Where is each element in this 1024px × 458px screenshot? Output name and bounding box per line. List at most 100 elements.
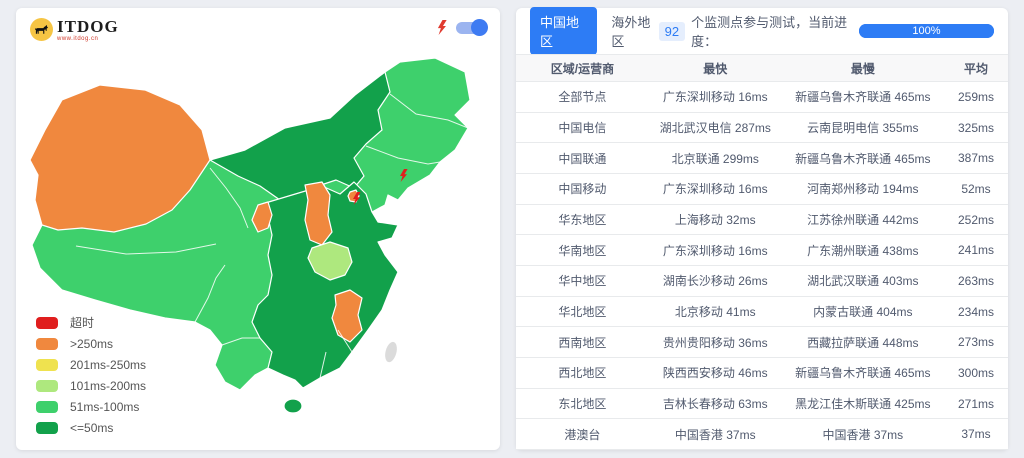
- map-region-east-block[interactable]: [251, 181, 399, 389]
- table-row: 港澳台 中国香港 37ms 中国香港 37ms 37ms: [516, 419, 1008, 451]
- results-panel: 中国地区 海外地区 92 个监测点参与测试，当前进度： 100% 区域/运营商 …: [516, 7, 1008, 451]
- cell-average: 273ms: [957, 335, 994, 350]
- table-body: 全部节点 广东深圳移动 16ms 新疆乌鲁木齐联通 465ms 259ms 中国…: [516, 82, 1008, 451]
- map-region-shanxi[interactable]: [304, 181, 333, 246]
- cell-average: 263ms: [957, 273, 994, 288]
- legend-label: 51ms-100ms: [70, 399, 140, 414]
- map-region-taiwan[interactable]: [382, 340, 399, 364]
- cell-region: 华南地区: [558, 243, 607, 258]
- brand-name: ITDOG: [57, 17, 119, 36]
- cell-slowest: 西藏拉萨联通 448ms: [807, 335, 919, 350]
- cell-slowest: 新疆乌鲁木齐联通 465ms: [795, 90, 931, 105]
- cell-slowest: 湖北武汉联通 403ms: [807, 274, 919, 289]
- legend-label: >250ms: [70, 336, 114, 351]
- map-panel: ITDOG www.itdog.cn 超时 >250ms 201ms: [16, 8, 500, 450]
- cell-fastest: 北京移动 41ms: [674, 305, 756, 320]
- monitor-count-badge: 92: [658, 21, 686, 41]
- cell-fastest: 广东深圳移动 16ms: [662, 182, 768, 197]
- table-row: 华北地区 北京移动 41ms 内蒙古联通 404ms 234ms: [516, 296, 1008, 328]
- progress-percentage: 100%: [912, 24, 941, 37]
- legend-item: 51ms-100ms: [36, 396, 146, 417]
- monitor-text: 个监测点参与测试，当前进度：: [691, 15, 848, 49]
- cell-slowest: 河南郑州移动 194ms: [807, 182, 919, 197]
- table-row: 西南地区 贵州贵阳移动 36ms 西藏拉萨联通 448ms 273ms: [516, 327, 1008, 359]
- cell-average: 325ms: [957, 120, 994, 135]
- results-header: 中国地区 海外地区 92 个监测点参与测试，当前进度： 100%: [516, 7, 1008, 55]
- legend-color-swatch: [36, 316, 58, 329]
- china-latency-map[interactable]: [16, 8, 500, 450]
- cell-slowest: 黑龙江佳木斯联通 425ms: [795, 397, 931, 412]
- results-table: 区域/运营商 最快 最慢 平均 全部节点 广东深圳移动 16ms 新疆乌鲁木齐联…: [516, 54, 1008, 451]
- cell-average: 241ms: [957, 243, 994, 258]
- map-region-hainan[interactable]: [283, 398, 303, 414]
- speed-lightning-icon[interactable]: [437, 20, 448, 35]
- cell-fastest: 湖南长沙移动 26ms: [662, 274, 768, 289]
- cell-fastest: 贵州贵阳移动 36ms: [662, 335, 768, 350]
- cell-fastest: 广东深圳移动 16ms: [662, 90, 768, 105]
- cell-fastest: 北京联通 299ms: [671, 151, 759, 166]
- legend-item: 超时: [36, 312, 146, 333]
- table-row: 中国电信 湖北武汉电信 287ms 云南昆明电信 355ms 325ms: [516, 112, 1008, 144]
- header-slowest: 最慢: [850, 61, 875, 76]
- map-region-henan[interactable]: [307, 241, 353, 281]
- table-row: 西北地区 陕西西安移动 46ms 新疆乌鲁木齐联通 465ms 300ms: [516, 358, 1008, 389]
- tab-overseas-region[interactable]: 海外地区: [611, 15, 651, 49]
- header-average: 平均: [963, 61, 988, 76]
- legend-label: 201ms-250ms: [70, 357, 147, 372]
- cell-slowest: 新疆乌鲁木齐联通 465ms: [795, 366, 931, 381]
- cell-average: 300ms: [957, 365, 994, 380]
- map-border-lines: [75, 93, 469, 379]
- cell-fastest: 广东深圳移动 16ms: [662, 243, 768, 258]
- cell-region: 港澳台: [564, 427, 601, 442]
- brand-logo[interactable]: ITDOG www.itdog.cn: [30, 18, 119, 42]
- legend-color-swatch: [36, 400, 58, 413]
- cell-average: 252ms: [957, 212, 994, 227]
- cell-fastest: 中国香港 37ms: [674, 427, 756, 442]
- map-region-xinjiang[interactable]: [29, 84, 211, 233]
- cell-region: 中国电信: [558, 121, 607, 135]
- dog-logo-icon: [30, 18, 53, 41]
- cell-region: 华北地区: [558, 305, 607, 320]
- header-region-isp: 区域/运营商: [550, 61, 615, 76]
- cell-slowest: 江苏徐州联通 442ms: [807, 213, 919, 228]
- progress-bar: 100%: [858, 24, 994, 38]
- legend-label: <=50ms: [70, 420, 114, 435]
- cell-region: 中国移动: [558, 182, 607, 197]
- legend-color-swatch: [36, 337, 58, 350]
- cell-slowest: 云南昆明电信 355ms: [807, 121, 919, 135]
- cell-slowest: 新疆乌鲁木齐联通 465ms: [795, 151, 931, 166]
- table-row: 中国移动 广东深圳移动 16ms 河南郑州移动 194ms 52ms: [516, 174, 1008, 205]
- cell-average: 234ms: [957, 304, 994, 319]
- map-region-ningxia[interactable]: [251, 201, 273, 233]
- table-row: 东北地区 吉林长春移动 63ms 黑龙江佳木斯联通 425ms 271ms: [516, 388, 1008, 420]
- cell-fastest: 陕西西安移动 46ms: [662, 366, 768, 381]
- legend-color-swatch: [36, 358, 58, 371]
- cell-fastest: 上海移动 32ms: [674, 213, 756, 228]
- lightning-marker-beijing: [353, 192, 361, 205]
- cell-region: 全部节点: [558, 90, 607, 105]
- lightning-marker-jilin: [400, 169, 408, 182]
- cell-average: 271ms: [957, 396, 994, 411]
- tab-china-region[interactable]: 中国地区: [530, 7, 598, 55]
- legend-label: 101ms-200ms: [70, 378, 147, 393]
- table-row: 华中地区 湖南长沙移动 26ms 湖北武汉联通 403ms 263ms: [516, 266, 1008, 297]
- brand-site-url: www.itdog.cn: [57, 36, 99, 42]
- map-region-jiangxi[interactable]: [331, 289, 363, 343]
- cell-slowest: 内蒙古联通 404ms: [813, 305, 913, 320]
- legend-label: 超时: [70, 316, 95, 330]
- cell-region: 华东地区: [558, 213, 607, 228]
- legend-item: 101ms-200ms: [36, 375, 146, 396]
- map-mode-toggle[interactable]: [456, 18, 488, 36]
- table-row: 华南地区 广东深圳移动 16ms 广东潮州联通 438ms 241ms: [516, 235, 1008, 267]
- cell-region: 西北地区: [558, 366, 607, 381]
- table-row: 全部节点 广东深圳移动 16ms 新疆乌鲁木齐联通 465ms 259ms: [516, 82, 1008, 113]
- cell-region: 东北地区: [558, 397, 607, 412]
- latency-legend: 超时 >250ms 201ms-250ms 101ms-200ms 51ms-1…: [36, 312, 146, 438]
- cell-region: 华中地区: [558, 274, 607, 289]
- cell-average: 37ms: [961, 427, 991, 442]
- cell-average: 259ms: [957, 89, 994, 104]
- legend-item: 201ms-250ms: [36, 354, 146, 375]
- cell-slowest: 中国香港 37ms: [822, 427, 904, 442]
- legend-color-swatch: [36, 421, 58, 434]
- cell-slowest: 广东潮州联通 438ms: [807, 243, 919, 258]
